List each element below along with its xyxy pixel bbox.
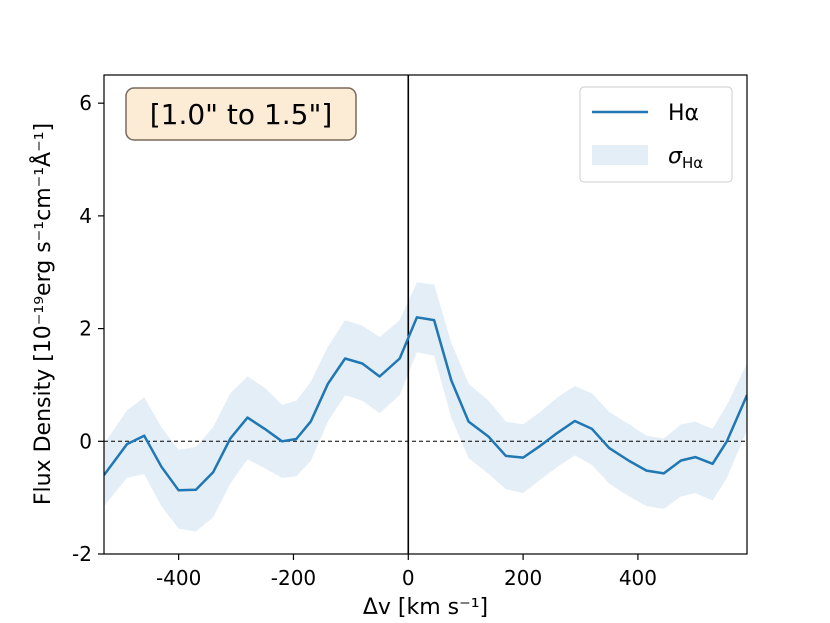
x-tick-label: 0 <box>402 566 415 590</box>
legend-frame <box>579 86 733 183</box>
legend-band-label: σHα <box>668 144 703 172</box>
legend-band-label-sub: Hα <box>682 154 703 172</box>
legend-line-label: Hα <box>668 101 699 126</box>
x-tick-label: 200 <box>504 566 542 590</box>
legend-band-label-main: σ <box>668 144 683 169</box>
legend: Hα σHα <box>579 86 733 183</box>
annotation-box: [1.0" to 1.5"] <box>125 87 357 141</box>
y-tick-label: -2 <box>72 542 92 566</box>
annotation-label: [1.0" to 1.5"] <box>150 98 333 131</box>
sigma-band <box>104 282 747 532</box>
annotation-background <box>125 87 357 141</box>
y-tick-label: 2 <box>79 317 92 341</box>
x-tick-label: -400 <box>156 566 201 590</box>
y-axis-label: Flux Density [10⁻¹⁹erg s⁻¹cm⁻¹Å⁻¹] <box>29 123 56 505</box>
x-axis-label: Δv [km s⁻¹] <box>363 595 488 620</box>
x-tick-label: 400 <box>619 566 657 590</box>
y-tick-label: 6 <box>79 91 92 115</box>
legend-band-swatch <box>592 145 648 165</box>
y-tick-label: 0 <box>79 429 92 453</box>
plot-frame <box>103 74 748 555</box>
halpha-series-line <box>104 316 747 492</box>
y-tick-label: 4 <box>79 204 92 228</box>
x-tick-label: -200 <box>271 566 316 590</box>
